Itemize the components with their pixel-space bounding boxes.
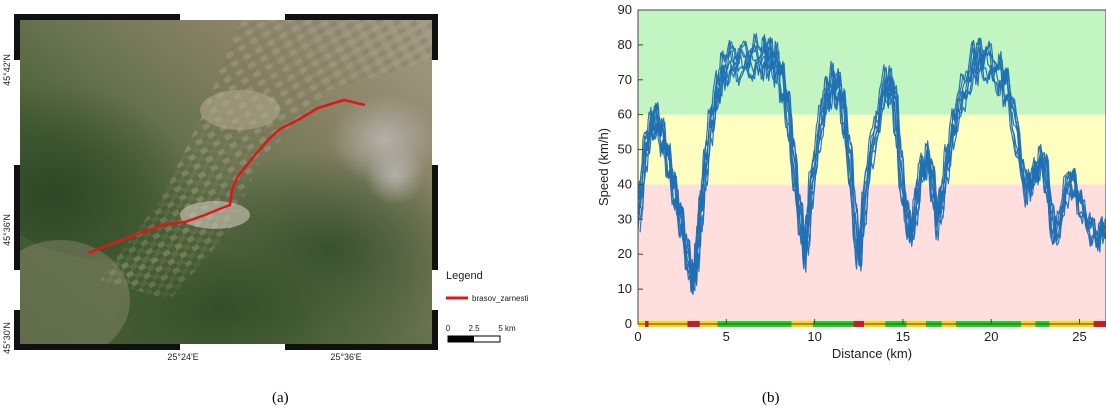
scalebar-label: 2.5	[468, 324, 480, 333]
speed-run-line	[637, 58, 1106, 295]
y-tick-label: 20	[618, 246, 632, 261]
map-y-tick: 45°42'N	[2, 54, 12, 86]
chart-ticks: 0 5 10 15 20 25 0 10 20 30 40 50 60 70 80 90	[618, 2, 1087, 344]
satellite-image	[20, 20, 432, 344]
y-tick-label: 90	[618, 2, 632, 17]
map-x-tick: 25°24'E	[167, 352, 198, 362]
caption-a: (a)	[272, 390, 289, 406]
y-tick-label: 10	[618, 281, 632, 296]
x-tick-label: 5	[723, 329, 730, 344]
scalebar-label: 5 km	[498, 324, 516, 333]
scalebar-label: 0	[446, 324, 451, 333]
x-tick-label: 10	[807, 329, 821, 344]
y-tick-label: 0	[625, 316, 632, 331]
y-tick-label: 70	[618, 72, 632, 87]
map-y-tick: 45°36'N	[2, 214, 12, 246]
speed-bands	[638, 10, 1106, 324]
map-panel: 45°42'N 45°36'N 45°30'N 25°24'E 25°36'E …	[2, 14, 529, 406]
map-y-tick: 45°30'N	[2, 322, 12, 354]
speed-lines	[637, 32, 1106, 295]
map-x-tick: 25°36'E	[330, 352, 361, 362]
map-figure: 45°42'N 45°36'N 45°30'N 25°24'E 25°36'E …	[2, 14, 529, 362]
scalebar	[447, 335, 501, 343]
legend-route-label: brasov_zarnesti	[472, 294, 529, 303]
x-axis-label: Distance (km)	[832, 346, 912, 361]
speed-band	[638, 10, 1106, 115]
y-tick-label: 60	[618, 107, 632, 122]
speed-chart-panel: 0 5 10 15 20 25 0 10 20 30 40 50 60 70 80 90 Distance (…	[580, 0, 1106, 412]
route-line	[87, 98, 366, 255]
speed-chart: 0 5 10 15 20 25 0 10 20 30 40 50 60 70 80 90 Distance (…	[596, 2, 1106, 361]
y-tick-label: 40	[618, 176, 632, 191]
x-tick-label: 20	[984, 329, 998, 344]
speed-run-line	[639, 42, 1106, 292]
speed-run-line	[637, 32, 1106, 291]
speed-band	[638, 184, 1106, 324]
x-tick-label: 0	[634, 329, 641, 344]
plot-frame	[637, 9, 1106, 325]
x-tick-label: 25	[1072, 329, 1086, 344]
y-axis-label: Speed (km/h)	[596, 128, 611, 206]
chart-axes	[637, 9, 1106, 325]
y-tick-label: 50	[618, 142, 632, 157]
legend-title: Legend	[446, 270, 483, 282]
x-tick-label: 15	[896, 329, 910, 344]
y-tick-label: 30	[618, 211, 632, 226]
caption-b: (b)	[762, 390, 780, 406]
y-tick-label: 80	[618, 37, 632, 52]
